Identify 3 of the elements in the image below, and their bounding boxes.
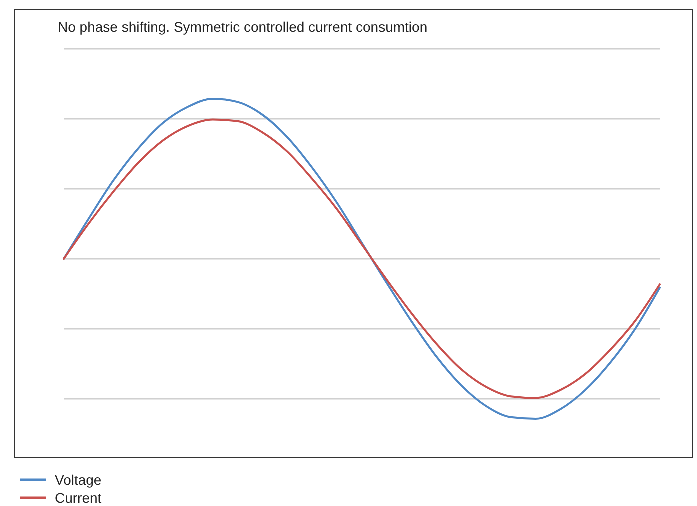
legend-label: Current <box>55 490 102 506</box>
chart-title: No phase shifting. Symmetric controlled current consumtion <box>58 19 428 35</box>
legend-label: Voltage <box>55 472 102 488</box>
